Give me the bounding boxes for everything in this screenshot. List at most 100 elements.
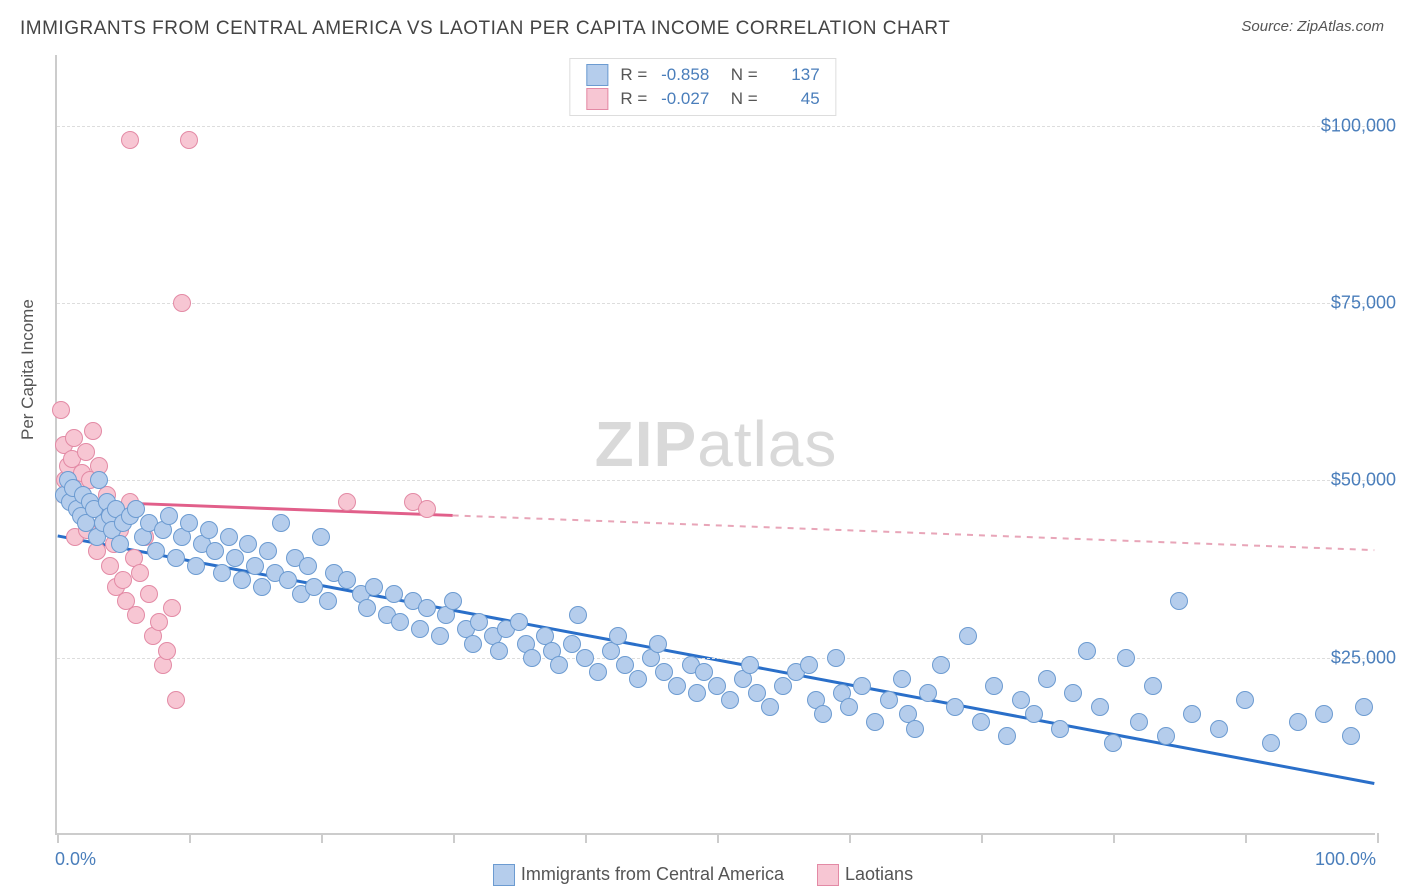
data-point (800, 656, 818, 674)
data-point (131, 564, 149, 582)
legend-r-value-0: -0.858 (653, 63, 715, 87)
data-point (365, 578, 383, 596)
y-tick-label: $50,000 (1331, 470, 1396, 491)
data-point (246, 557, 264, 575)
data-point (616, 656, 634, 674)
legend-n-value-1: 45 (764, 87, 826, 111)
data-point (629, 670, 647, 688)
data-point (866, 713, 884, 731)
data-point (312, 528, 330, 546)
data-point (127, 500, 145, 518)
data-point (180, 131, 198, 149)
data-point (272, 514, 290, 532)
data-point (708, 677, 726, 695)
data-point (1342, 727, 1360, 745)
data-point (470, 613, 488, 631)
data-point (510, 613, 528, 631)
data-point (239, 535, 257, 553)
data-point (338, 493, 356, 511)
data-point (358, 599, 376, 617)
legend-bottom-swatch-0 (493, 864, 515, 886)
y-tick-label: $100,000 (1321, 115, 1396, 136)
data-point (1012, 691, 1030, 709)
x-tick (189, 833, 191, 843)
data-point (101, 557, 119, 575)
data-point (1170, 592, 1188, 610)
data-point (158, 642, 176, 660)
scatter-plot-area: ZIPatlas (55, 55, 1375, 835)
data-point (576, 649, 594, 667)
x-tick (981, 833, 983, 843)
data-point (213, 564, 231, 582)
source-attribution: Source: ZipAtlas.com (1241, 18, 1384, 35)
data-point (173, 294, 191, 312)
x-tick (57, 833, 59, 843)
gridline (57, 303, 1375, 304)
data-point (111, 535, 129, 553)
data-point (1104, 734, 1122, 752)
data-point (880, 691, 898, 709)
data-point (1355, 698, 1373, 716)
legend-swatch-0 (586, 64, 608, 86)
correlation-legend: R = -0.858 N = 137 R = -0.027 N = 45 (569, 58, 836, 116)
data-point (411, 620, 429, 638)
chart-title: IMMIGRANTS FROM CENTRAL AMERICA VS LAOTI… (20, 18, 950, 40)
source-label: Source: (1241, 18, 1293, 35)
data-point (147, 542, 165, 560)
data-point (180, 514, 198, 532)
x-tick (1377, 833, 1379, 843)
gridline (57, 658, 1375, 659)
data-point (853, 677, 871, 695)
data-point (160, 507, 178, 525)
data-point (444, 592, 462, 610)
x-tick (453, 833, 455, 843)
data-point (998, 727, 1016, 745)
data-point (140, 585, 158, 603)
data-point (609, 627, 627, 645)
legend-n-label: N = (715, 63, 763, 87)
data-point (220, 528, 238, 546)
y-axis-label: Per Capita Income (18, 299, 38, 440)
data-point (741, 656, 759, 674)
data-point (418, 599, 436, 617)
data-point (1157, 727, 1175, 745)
legend-r-label: R = (614, 87, 653, 111)
data-point (385, 585, 403, 603)
x-tick-label: 100.0% (1315, 849, 1376, 870)
series-legend: Immigrants from Central America Laotians (0, 864, 1406, 886)
data-point (563, 635, 581, 653)
data-point (959, 627, 977, 645)
data-point (840, 698, 858, 716)
y-tick-label: $75,000 (1331, 293, 1396, 314)
data-point (1117, 649, 1135, 667)
data-point (259, 542, 277, 560)
data-point (299, 557, 317, 575)
data-point (167, 549, 185, 567)
data-point (550, 656, 568, 674)
data-point (305, 578, 323, 596)
legend-r-label: R = (614, 63, 653, 87)
watermark: ZIPatlas (595, 407, 838, 481)
data-point (1289, 713, 1307, 731)
data-point (1262, 734, 1280, 752)
gridline (57, 480, 1375, 481)
data-point (919, 684, 937, 702)
data-point (127, 606, 145, 624)
data-point (279, 571, 297, 589)
legend-row-series-1: R = -0.027 N = 45 (580, 87, 825, 111)
data-point (655, 663, 673, 681)
data-point (1091, 698, 1109, 716)
data-point (1064, 684, 1082, 702)
data-point (200, 521, 218, 539)
data-point (589, 663, 607, 681)
x-tick (1113, 833, 1115, 843)
watermark-bold: ZIP (595, 408, 698, 480)
data-point (52, 401, 70, 419)
legend-item-0: Immigrants from Central America (493, 864, 789, 884)
data-point (490, 642, 508, 660)
data-point (464, 635, 482, 653)
watermark-light: atlas (697, 408, 837, 480)
data-point (827, 649, 845, 667)
legend-bottom-label-0: Immigrants from Central America (521, 864, 784, 884)
data-point (1210, 720, 1228, 738)
